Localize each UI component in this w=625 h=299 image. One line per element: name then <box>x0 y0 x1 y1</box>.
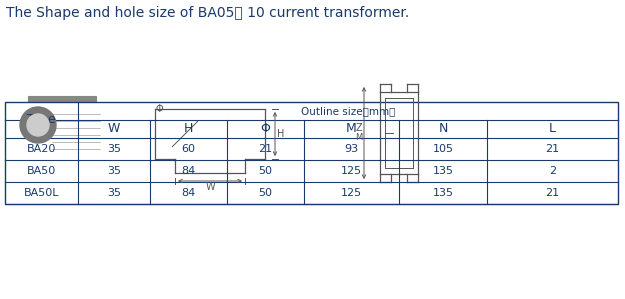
Text: 60: 60 <box>181 144 196 154</box>
Bar <box>16 104 108 159</box>
Text: 135: 135 <box>432 188 454 198</box>
Bar <box>5 102 618 204</box>
Text: Φ: Φ <box>156 104 164 114</box>
Text: Z: Z <box>356 123 362 133</box>
Text: 50: 50 <box>259 166 272 176</box>
Text: BA50: BA50 <box>27 166 56 176</box>
Text: 21: 21 <box>259 144 272 154</box>
Text: The Shape and hole size of BA05、 10 current transformer.: The Shape and hole size of BA05、 10 curr… <box>6 6 409 20</box>
Text: 125: 125 <box>341 166 362 176</box>
Text: 21: 21 <box>546 144 559 154</box>
Text: 21: 21 <box>546 188 559 198</box>
Bar <box>13 159 111 171</box>
Text: 135: 135 <box>432 166 454 176</box>
Text: H: H <box>277 129 284 139</box>
Circle shape <box>27 114 49 136</box>
Circle shape <box>402 143 405 146</box>
Text: 93: 93 <box>344 144 359 154</box>
Text: BA20: BA20 <box>27 144 56 154</box>
Text: Outline size（mm）: Outline size（mm） <box>301 106 395 116</box>
Text: Φ: Φ <box>261 123 271 135</box>
Text: W: W <box>205 182 215 192</box>
Bar <box>50 110 103 153</box>
Text: 84: 84 <box>181 188 196 198</box>
Text: W: W <box>108 123 120 135</box>
Text: 35: 35 <box>107 188 121 198</box>
Text: Type: Type <box>27 114 56 126</box>
Text: L: L <box>549 123 556 135</box>
Text: H: H <box>184 123 193 135</box>
Text: 35: 35 <box>107 166 121 176</box>
Text: BA50L: BA50L <box>24 188 59 198</box>
Circle shape <box>402 152 405 155</box>
Text: M: M <box>355 133 362 143</box>
Circle shape <box>20 107 56 143</box>
Text: 50: 50 <box>259 188 272 198</box>
Text: 84: 84 <box>181 166 196 176</box>
Text: 35: 35 <box>107 144 121 154</box>
Text: N: N <box>438 123 448 135</box>
Circle shape <box>402 132 405 135</box>
Text: M: M <box>346 123 357 135</box>
Bar <box>28 96 96 108</box>
Text: 105: 105 <box>432 144 454 154</box>
Text: 125: 125 <box>341 188 362 198</box>
Text: 2: 2 <box>549 166 556 176</box>
